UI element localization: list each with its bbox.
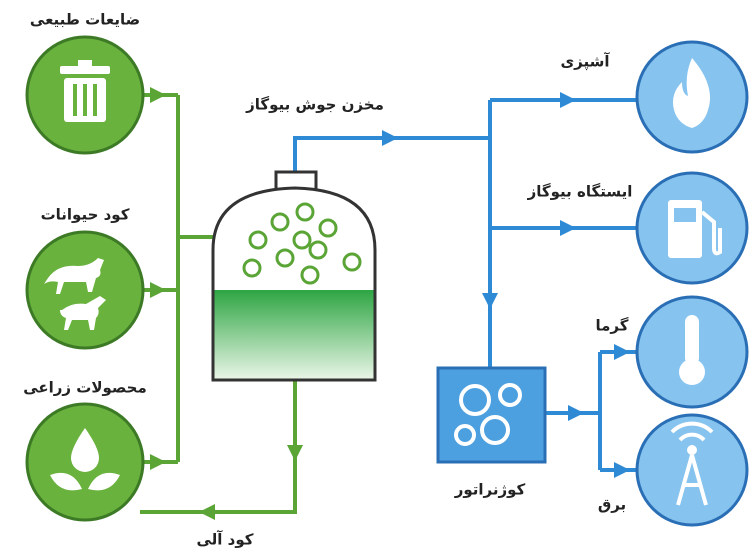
source-crops [27, 404, 143, 520]
use-cooking [637, 42, 747, 152]
use-electricity [637, 415, 747, 525]
use-heat [637, 297, 747, 407]
fertilizer-label: کود آلی [197, 531, 254, 549]
output-label: گرما [596, 317, 629, 335]
digester [213, 172, 375, 380]
output-label: برق [598, 496, 626, 514]
source-label: محصولات زراعی [23, 379, 147, 397]
source-label: کود حیوانات [41, 206, 130, 224]
source-waste [27, 37, 143, 153]
cogenerator-label: کوژنراتور [454, 481, 526, 499]
fertilizer-line [140, 380, 303, 520]
use-label: ایستگاه بیوگاز [527, 183, 633, 201]
use-label: آشپزی [560, 53, 610, 72]
input-lines [143, 87, 213, 470]
digester-label: مخزن جوش بیوگاز [245, 96, 384, 114]
use-station [637, 173, 747, 283]
source-label: ضایعات طبیعی [30, 11, 140, 29]
cogenerator [438, 368, 545, 462]
source-animals [27, 232, 143, 348]
biogas-diagram: ضایعات طبیعی کود حیوانات محصولات زراعی م… [0, 0, 751, 557]
